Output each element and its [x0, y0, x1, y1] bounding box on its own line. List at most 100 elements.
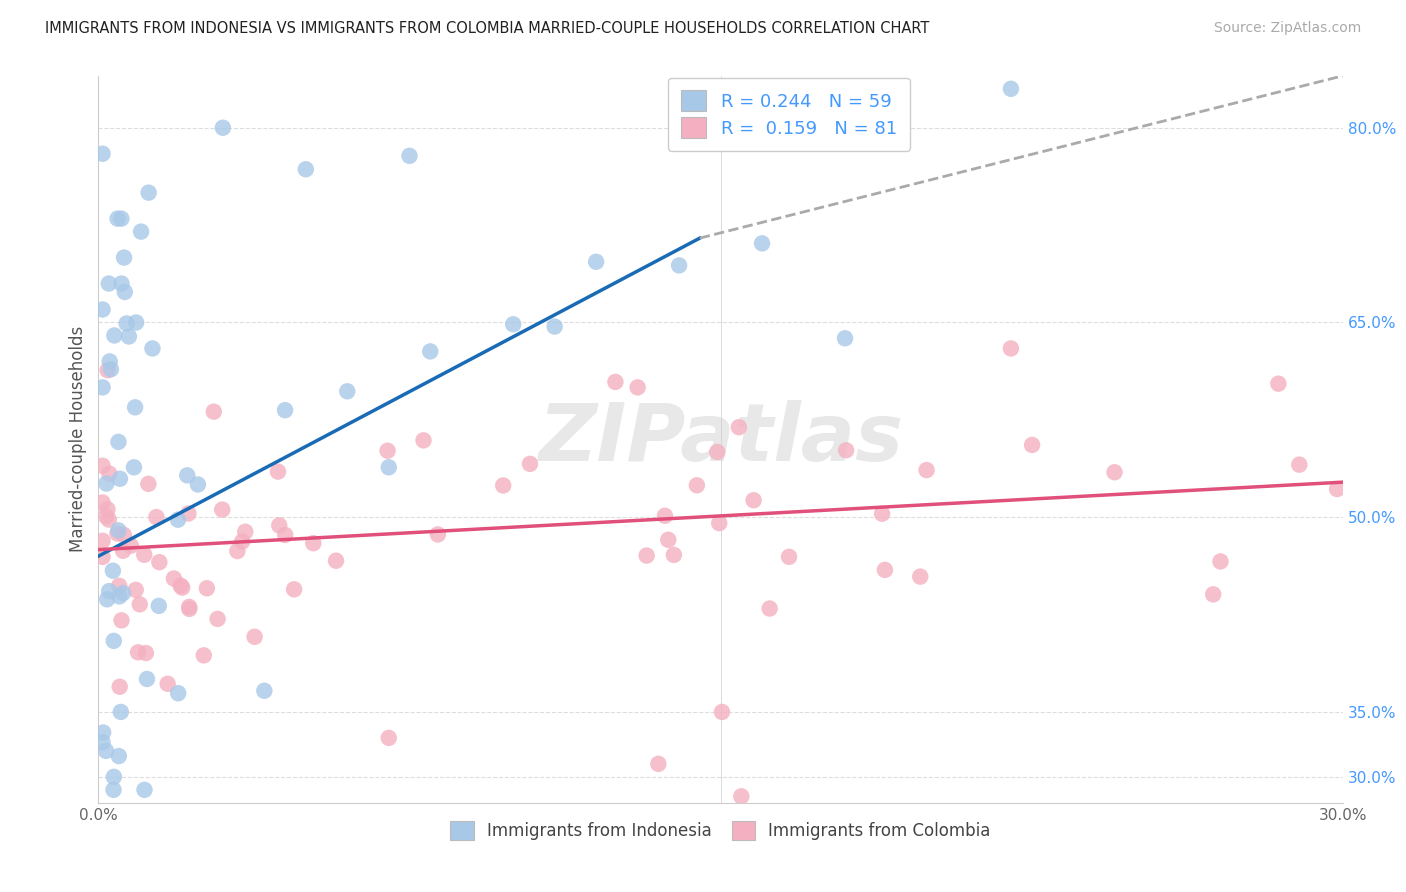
Point [492, 478, 515, 492]
Point [835, 443, 858, 458]
Point [543, 319, 565, 334]
Point [686, 478, 709, 492]
Point [97, 363, 120, 377]
Y-axis label: Married-couple Households: Married-couple Households [69, 326, 87, 552]
Point [110, 211, 132, 226]
Point [283, 582, 305, 597]
Point [1267, 376, 1289, 391]
Point [125, 582, 148, 597]
Point [778, 549, 800, 564]
Point [519, 457, 541, 471]
Point [167, 513, 190, 527]
Point [163, 572, 186, 586]
Point [128, 598, 150, 612]
Point [134, 782, 156, 797]
Point [742, 493, 765, 508]
Point [1021, 438, 1043, 452]
Point [91, 725, 114, 739]
Point [336, 384, 359, 399]
Point [108, 579, 131, 593]
Point [758, 601, 780, 615]
Point [195, 581, 218, 595]
Point [657, 533, 679, 547]
Point [111, 586, 134, 600]
Point [97, 513, 120, 527]
Point [96, 476, 118, 491]
Point [295, 162, 318, 177]
Point [145, 510, 167, 524]
Point [96, 502, 118, 516]
Point [156, 677, 179, 691]
Point [118, 329, 141, 343]
Point [134, 548, 156, 562]
Point [103, 770, 125, 784]
Point [751, 236, 773, 251]
Point [302, 536, 325, 550]
Point [585, 254, 607, 268]
Point [96, 592, 118, 607]
Point [148, 599, 170, 613]
Point [211, 120, 233, 135]
Point [226, 544, 249, 558]
Point [129, 225, 152, 239]
Point [103, 782, 125, 797]
Point [107, 524, 129, 538]
Legend: Immigrants from Indonesia, Immigrants from Colombia: Immigrants from Indonesia, Immigrants fr… [444, 814, 997, 847]
Point [125, 316, 148, 330]
Point [177, 507, 200, 521]
Point [377, 443, 399, 458]
Point [662, 548, 685, 562]
Point [127, 645, 149, 659]
Point [98, 354, 121, 368]
Point [108, 590, 131, 604]
Point [605, 375, 627, 389]
Point [1326, 482, 1348, 496]
Point [910, 569, 932, 583]
Point [110, 277, 132, 291]
Point [94, 509, 117, 524]
Point [114, 285, 136, 299]
Point [870, 507, 893, 521]
Point [274, 403, 297, 417]
Point [243, 630, 266, 644]
Point [136, 672, 159, 686]
Point [1288, 458, 1310, 472]
Text: IMMIGRANTS FROM INDONESIA VS IMMIGRANTS FROM COLOMBIA MARRIED-COUPLE HOUSEHOLDS : IMMIGRANTS FROM INDONESIA VS IMMIGRANTS … [45, 21, 929, 36]
Point [267, 465, 290, 479]
Point [873, 563, 896, 577]
Point [148, 555, 170, 569]
Point [98, 584, 121, 599]
Point [834, 331, 856, 345]
Point [231, 534, 253, 549]
Point [1000, 342, 1022, 356]
Point [377, 460, 401, 475]
Point [426, 527, 449, 541]
Point [419, 344, 441, 359]
Point [110, 613, 132, 627]
Point [91, 458, 114, 473]
Point [97, 277, 120, 291]
Point [706, 445, 728, 459]
Point [115, 317, 138, 331]
Point [91, 302, 114, 317]
Point [138, 476, 160, 491]
Point [502, 318, 524, 332]
Point [398, 149, 420, 163]
Point [91, 495, 114, 509]
Point [100, 362, 122, 376]
Point [253, 683, 276, 698]
Point [172, 581, 194, 595]
Point [108, 472, 131, 486]
Point [711, 705, 734, 719]
Point [124, 401, 146, 415]
Point [112, 251, 135, 265]
Point [107, 211, 129, 226]
Point [169, 578, 191, 592]
Point [202, 404, 225, 418]
Point [91, 533, 114, 548]
Point [728, 420, 751, 434]
Point [654, 508, 676, 523]
Point [98, 467, 121, 481]
Point [103, 633, 125, 648]
Point [108, 749, 131, 764]
